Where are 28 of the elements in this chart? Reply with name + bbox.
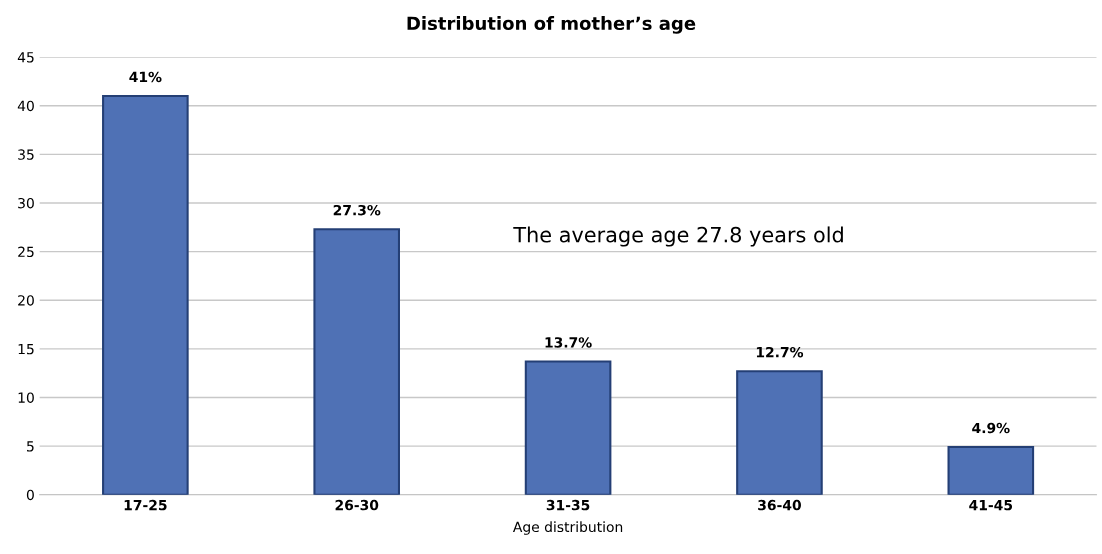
y-tick-label: 0 bbox=[26, 489, 34, 501]
bar bbox=[313, 228, 401, 495]
bar bbox=[524, 360, 612, 495]
data-label: 4.9% bbox=[972, 422, 1010, 434]
data-label: 27.3% bbox=[333, 204, 381, 216]
annotation: The average age 27.8 years old bbox=[513, 226, 843, 247]
data-label: 12.7% bbox=[756, 346, 804, 358]
bar bbox=[736, 370, 823, 495]
x-tick-label: 41-45 bbox=[969, 500, 1013, 511]
y-tick-label: 30 bbox=[18, 197, 34, 209]
x-axis-title: Age distribution bbox=[512, 521, 623, 535]
bar bbox=[947, 446, 1035, 495]
y-tick-label: 40 bbox=[17, 100, 34, 112]
y-tick-label: 10 bbox=[18, 392, 34, 403]
y-tick-label: 25 bbox=[18, 246, 34, 258]
x-tick-label: 17-25 bbox=[124, 499, 167, 511]
x-tick-label: 31-35 bbox=[546, 499, 590, 511]
y-tick-label: 5 bbox=[27, 441, 34, 452]
bar bbox=[102, 94, 189, 495]
y-tick-label: 20 bbox=[18, 295, 34, 306]
y-tick-label: 15 bbox=[18, 343, 34, 355]
y-tick-label: 45 bbox=[17, 52, 34, 63]
y-tick-label: 35 bbox=[18, 149, 34, 160]
data-label: 13.7% bbox=[545, 337, 592, 348]
data-label: 41% bbox=[129, 71, 162, 83]
chart-title: Distribution of mother’s age bbox=[407, 16, 696, 34]
x-tick-label: 26-30 bbox=[335, 499, 379, 511]
x-tick-label: 36-40 bbox=[758, 499, 801, 511]
